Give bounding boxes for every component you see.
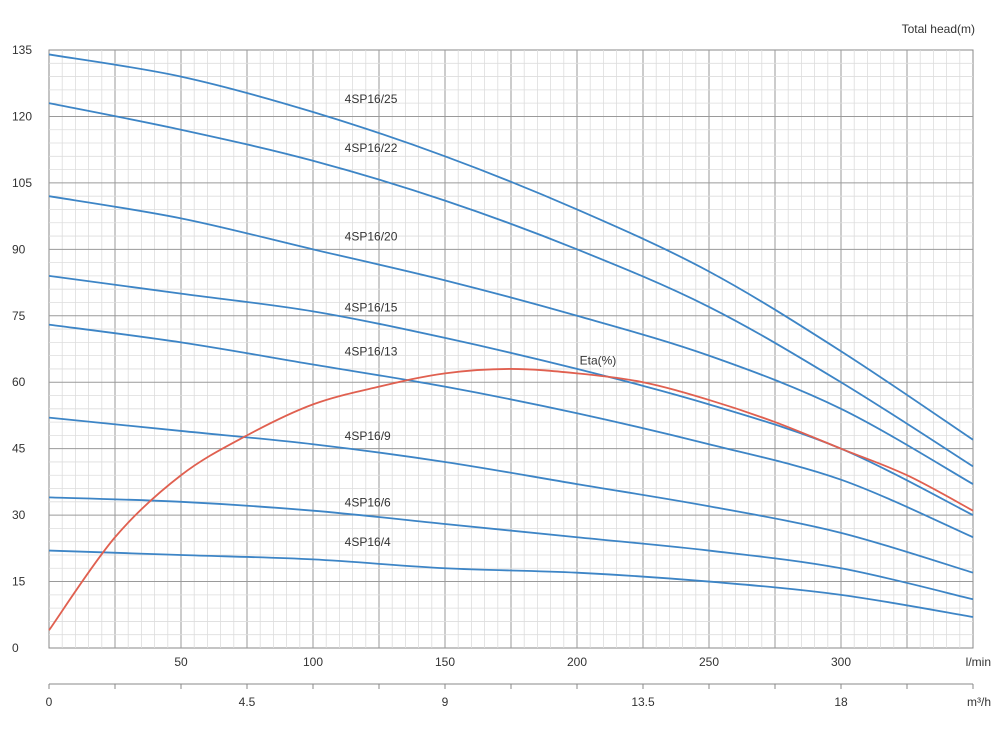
series-line-4sp16-22	[48, 102, 974, 468]
y-tick-label: 15	[12, 575, 26, 589]
curve-label: 4SP16/9	[345, 429, 391, 443]
grid	[48, 49, 974, 649]
curve-labels: 4SP16/25 4SP16/22 4SP16/20 4SP16/15 4SP16/13…	[345, 92, 617, 549]
x-tick-label-lmin: 200	[567, 655, 587, 669]
x-tick-label-lmin: 50	[174, 655, 188, 669]
x-tick-label-m3h: 0	[46, 695, 53, 709]
x-tick-label-m3h: 4.5	[239, 695, 256, 709]
series-line-eta-	[48, 368, 974, 631]
x-axis-unit-m3h: m³/h	[967, 695, 991, 709]
y-tick-label: 105	[12, 176, 32, 190]
x-tick-label-m3h: 18	[834, 695, 848, 709]
series-line-4sp16-9	[48, 416, 974, 574]
y-tick-label: 30	[12, 508, 26, 522]
y-tick-label: 45	[12, 442, 26, 456]
series-line-4sp16-13	[48, 323, 974, 539]
curve-label: 4SP16/15	[345, 300, 398, 314]
series-line-4sp16-25	[48, 53, 974, 441]
x-tick-label-lmin: 150	[435, 655, 455, 669]
y-tick-label: 90	[12, 242, 26, 256]
y-axis-title: Total head(m)	[902, 22, 975, 36]
y-tick-label: 135	[12, 43, 32, 57]
x-tick-label-m3h: 13.5	[631, 695, 655, 709]
curve-label: 4SP16/6	[345, 495, 391, 509]
series-line-4sp16-20	[48, 195, 974, 485]
curve-label: 4SP16/22	[345, 141, 398, 155]
x-tick-label-m3h: 9	[442, 695, 449, 709]
y-tick-label: 120	[12, 109, 32, 123]
series-line-4sp16-4	[48, 549, 974, 618]
x-tick-label-lmin: 250	[699, 655, 719, 669]
x-tick-label-lmin: 300	[831, 655, 851, 669]
y-tick-label: 75	[12, 309, 26, 323]
curve-label: Eta(%)	[580, 354, 617, 368]
x-tick-label-lmin: 100	[303, 655, 323, 669]
y-tick-label: 0	[12, 641, 19, 655]
x-axis-unit-lmin: l/min	[966, 655, 991, 669]
curves	[48, 53, 974, 631]
axes: 0 15 30 45 60 75 90 105 120 135 50 100 150 200 250 300 0…	[12, 43, 974, 709]
series-line-4sp16-6	[48, 496, 974, 601]
y-tick-label: 60	[12, 375, 26, 389]
curve-label: 4SP16/4	[345, 535, 391, 549]
curve-label: 4SP16/20	[345, 229, 398, 243]
curve-label: 4SP16/13	[345, 345, 398, 359]
curve-label: 4SP16/25	[345, 92, 398, 106]
